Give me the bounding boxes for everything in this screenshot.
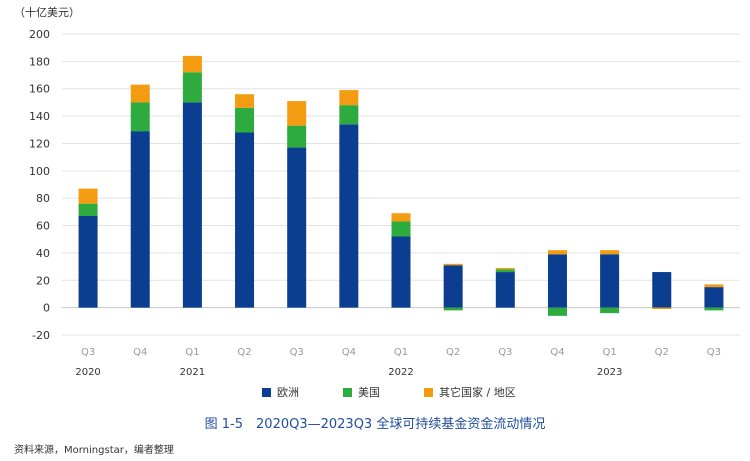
x-tick-label: Q4 <box>133 347 147 358</box>
bars <box>78 55 724 316</box>
bar-us <box>547 307 567 316</box>
x-tick-label: Q1 <box>602 347 616 358</box>
y-tick-label: 40 <box>36 247 50 260</box>
bar-us <box>78 203 98 216</box>
year-label: 2023 <box>597 367 622 378</box>
legend-swatch-europe <box>262 387 271 397</box>
x-tick-label: Q3 <box>290 347 304 358</box>
bar-europe <box>547 254 567 308</box>
x-tick-label: Q2 <box>237 347 251 358</box>
bar-other <box>287 101 307 126</box>
y-tick-label: 80 <box>36 192 50 205</box>
x-tick-label: Q4 <box>342 347 356 358</box>
x-tick-label: Q2 <box>655 347 669 358</box>
x-tick-label: Q1 <box>185 347 199 358</box>
legend-label-europe: 欧洲 <box>277 386 299 399</box>
bar-other <box>339 90 359 106</box>
x-tick-label: Q3 <box>707 347 721 358</box>
y-tick-label: 20 <box>36 274 50 287</box>
bar-europe <box>443 265 463 308</box>
bar-europe <box>130 131 150 308</box>
bar-europe <box>287 147 307 308</box>
bar-europe <box>704 287 724 308</box>
y-tick-label: 200 <box>29 28 50 41</box>
bar-europe <box>600 254 620 308</box>
legend-item-other: 其它国家 / 地区 <box>424 384 516 400</box>
bar-europe <box>339 124 359 308</box>
bar-us <box>391 221 411 237</box>
y-tick-label: 160 <box>29 83 50 96</box>
bar-us <box>235 107 255 133</box>
source-note: 资料来源，Morningstar，编者整理 <box>14 445 174 456</box>
legend-label-us: 美国 <box>358 386 380 399</box>
bar-other <box>235 94 255 108</box>
y-axis-unit-label: （十亿美元） <box>14 6 80 19</box>
bar-other <box>78 188 98 204</box>
figure-caption: 图 1-5 2020Q3—2023Q3 全球可持续基金资金流动情况 <box>204 417 546 432</box>
y-tick-label: 0 <box>43 302 50 315</box>
legend-item-europe: 欧洲 <box>262 384 299 400</box>
legend-item-us: 美国 <box>343 384 380 400</box>
legend: 欧洲 美国 其它国家 / 地区 <box>262 384 516 400</box>
x-tick-label: Q3 <box>81 347 95 358</box>
bar-europe <box>235 132 255 308</box>
legend-swatch-us <box>343 387 352 397</box>
bar-us <box>182 72 202 103</box>
bar-other <box>547 250 567 255</box>
year-label: 2022 <box>388 367 413 378</box>
legend-swatch-other <box>424 387 433 397</box>
bar-us <box>287 125 307 148</box>
bar-other <box>130 84 150 103</box>
legend-label-other: 其它国家 / 地区 <box>439 386 516 399</box>
y-tick-label: 60 <box>36 220 50 233</box>
y-tick-label: 140 <box>29 110 50 123</box>
y-tick-label: -20 <box>32 329 50 342</box>
bar-other <box>652 307 672 310</box>
y-tick-label: 120 <box>29 137 50 150</box>
bar-other <box>391 213 411 222</box>
x-tick-label: Q4 <box>550 347 564 358</box>
bar-us <box>495 269 515 273</box>
bar-us <box>600 307 620 314</box>
bar-europe <box>78 215 98 308</box>
x-tick-label: Q3 <box>498 347 512 358</box>
y-tick-label: 180 <box>29 55 50 68</box>
bar-other <box>443 263 463 266</box>
x-tick-label: Q2 <box>446 347 460 358</box>
bar-us <box>130 102 150 132</box>
bar-other <box>600 250 620 255</box>
bar-europe <box>652 272 672 308</box>
year-label: 2021 <box>180 367 205 378</box>
bar-other <box>704 284 724 288</box>
x-axis-ticks: Q3 Q4 Q1 Q2 Q3 Q4 Q1 Q2 Q3 Q4 Q1 Q2 Q3 2020 2021 2022 20… <box>75 347 721 378</box>
bar-us <box>443 307 463 311</box>
x-tick-label: Q1 <box>394 347 408 358</box>
bar-europe <box>495 272 515 308</box>
bar-other <box>182 55 202 73</box>
year-label: 2020 <box>75 367 100 378</box>
y-tick-label: 100 <box>29 165 50 178</box>
y-axis-ticks: -20 0 20 40 60 80 100 120 140 160 180 200 <box>29 28 50 342</box>
bar-us <box>704 307 724 311</box>
bar-us <box>339 105 359 125</box>
bar-europe <box>391 236 411 308</box>
bar-other <box>495 267 515 270</box>
bar-europe <box>182 102 202 308</box>
